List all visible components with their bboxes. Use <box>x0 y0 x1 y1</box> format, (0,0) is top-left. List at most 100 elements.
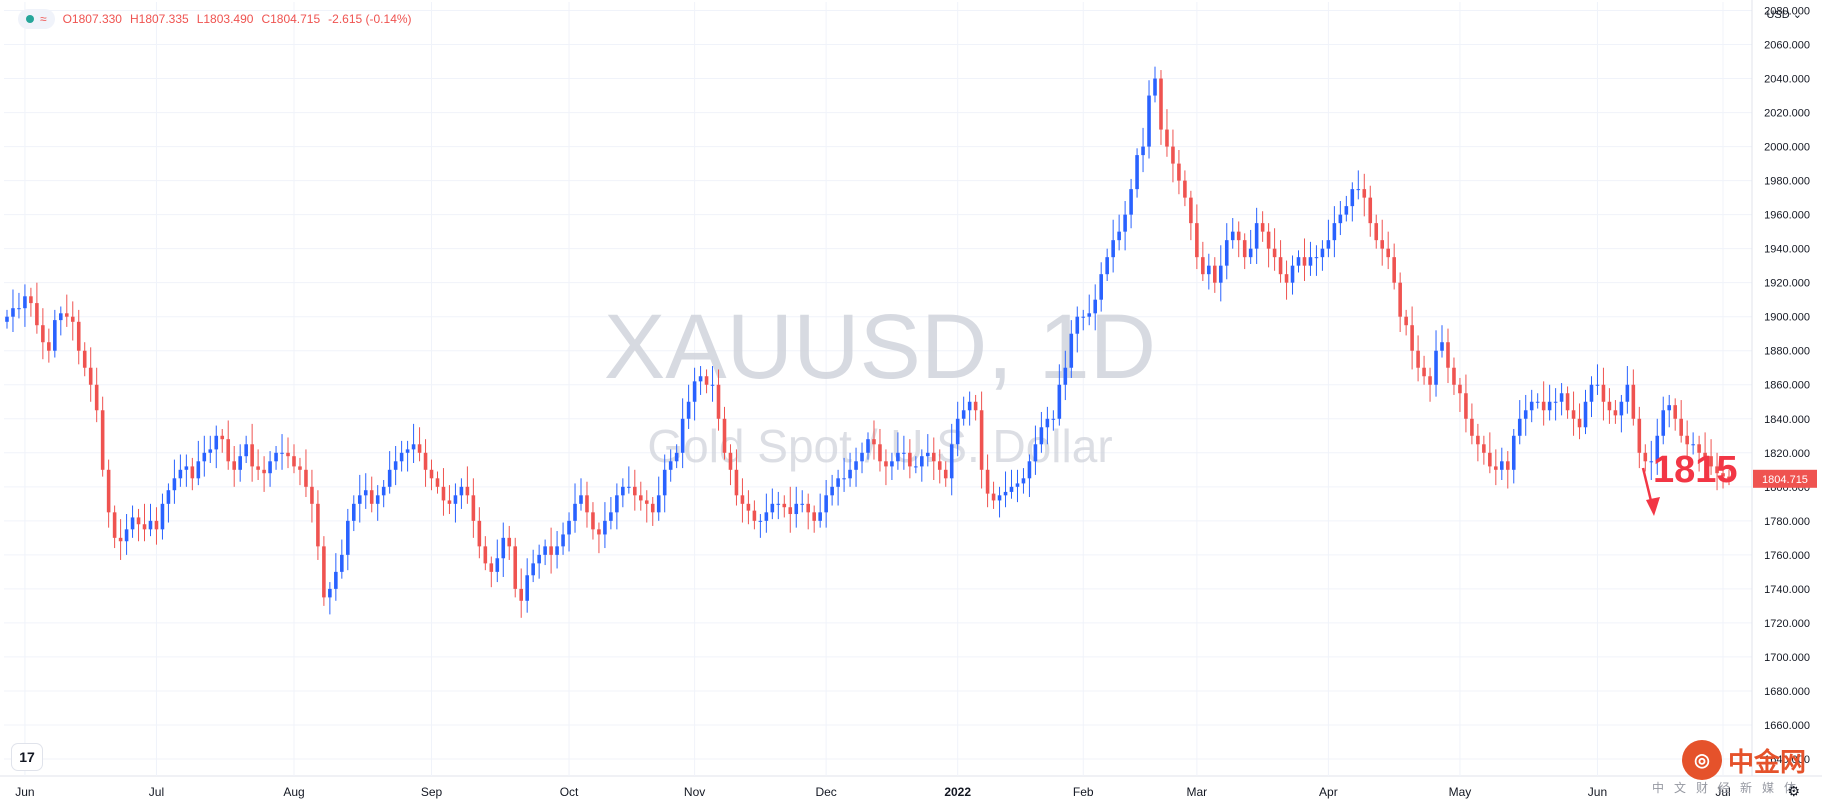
candle-body <box>1075 316 1080 334</box>
candle-body <box>1003 491 1008 496</box>
candle-body <box>1446 342 1450 368</box>
candle-body <box>411 444 416 450</box>
candle-body <box>656 495 661 513</box>
candle-body <box>908 452 912 467</box>
legend-toggle[interactable]: ≈ <box>18 9 55 29</box>
x-tick-label: Oct <box>560 785 579 799</box>
candle-body <box>1314 257 1319 259</box>
candle-body <box>1015 483 1020 487</box>
candle-body <box>1428 376 1432 385</box>
candle-body <box>1500 461 1504 470</box>
candle-body <box>1601 384 1606 402</box>
candle-body <box>949 444 954 479</box>
candle-body <box>884 461 888 467</box>
y-tick-label: 1920.000 <box>1764 278 1810 290</box>
candle-body <box>902 452 906 454</box>
candle-body <box>585 495 589 513</box>
candle-body <box>136 517 141 525</box>
candle-body <box>1727 476 1731 479</box>
candle-body <box>937 461 942 470</box>
x-tick-label: Sep <box>421 785 443 799</box>
candle-body <box>1057 384 1062 419</box>
ohlc-open: O1807.330 <box>62 12 122 26</box>
candle-body <box>878 444 882 462</box>
candle-body <box>866 439 870 453</box>
candle-body <box>531 563 535 576</box>
candle-body <box>280 452 284 454</box>
candle-body <box>997 495 1002 501</box>
candle-body <box>1123 214 1127 232</box>
candle-body <box>322 546 326 598</box>
candle-body <box>5 316 9 322</box>
x-tick-label: Aug <box>283 785 304 799</box>
candle-body <box>1631 384 1636 419</box>
candle-body <box>591 512 595 530</box>
candle-body <box>662 469 667 496</box>
candle-body <box>1661 410 1666 436</box>
candle-body <box>238 456 242 470</box>
candle-body <box>1709 456 1713 467</box>
candle-body <box>417 444 422 453</box>
currency-selector[interactable]: USD ⌄ <box>1766 8 1802 21</box>
y-tick-label: 1660.000 <box>1764 720 1810 732</box>
candle-body <box>1565 393 1570 411</box>
candle-body <box>1081 316 1086 318</box>
candle-body <box>1111 240 1115 258</box>
candle-body <box>644 500 649 504</box>
symbol-watermark: XAUUSD, 1D <box>604 296 1156 398</box>
candle-body <box>1392 257 1396 283</box>
candle-body <box>1153 78 1157 96</box>
candle-body <box>1093 299 1098 314</box>
x-tick-label: Nov <box>684 785 705 799</box>
x-tick-label: Mar <box>1187 785 1208 799</box>
last-price-badge <box>1753 469 1817 488</box>
candle-body <box>1099 274 1103 300</box>
candle-body <box>465 486 470 496</box>
ohlc-high: H1807.335 <box>129 12 189 26</box>
candle-body <box>872 439 876 445</box>
candle-body <box>76 321 81 351</box>
candle-body <box>328 588 332 598</box>
candle-body <box>495 558 500 572</box>
candle-body <box>1529 401 1534 411</box>
candle-body <box>1189 197 1193 224</box>
candle-body <box>716 384 721 419</box>
candle-body <box>1517 418 1522 436</box>
ohlc-low: L1803.490 <box>196 12 254 26</box>
brand-name: 中金网 <box>1727 747 1806 778</box>
candle-body <box>124 529 129 542</box>
candle-body <box>387 469 392 487</box>
candle-body <box>1535 401 1540 403</box>
candle-body <box>609 512 613 521</box>
candle-body <box>1230 231 1235 241</box>
candle-body <box>1248 248 1253 258</box>
candle-body <box>190 466 195 479</box>
candle-body <box>746 503 751 511</box>
candle-body <box>1021 478 1026 484</box>
candle-body <box>1266 231 1271 249</box>
candle-body <box>1278 257 1283 275</box>
candle-body <box>955 418 960 445</box>
y-tick-label: 1720.000 <box>1764 618 1810 630</box>
gear-icon[interactable]: ⚙ <box>1787 783 1800 799</box>
candle-body <box>489 563 494 572</box>
candle-body <box>692 381 697 402</box>
candle-body <box>166 490 171 504</box>
candle-body <box>208 449 213 453</box>
candle-body <box>1027 461 1032 479</box>
tradingview-logo-icon[interactable]: 17 <box>12 744 42 770</box>
candle-body <box>1320 248 1325 258</box>
candle-body <box>1338 214 1343 224</box>
candle-body <box>1368 197 1373 224</box>
ohlc-close: C1804.715 <box>261 12 321 26</box>
candle-body <box>991 493 996 501</box>
candle-body <box>1697 444 1701 453</box>
candle-body <box>17 308 21 310</box>
candle-body <box>1183 180 1187 198</box>
candle-body <box>543 546 547 555</box>
candle-body <box>292 456 296 467</box>
y-tick-label: 1700.000 <box>1764 652 1810 664</box>
candle-body <box>1494 466 1498 470</box>
candle-body <box>435 478 440 487</box>
